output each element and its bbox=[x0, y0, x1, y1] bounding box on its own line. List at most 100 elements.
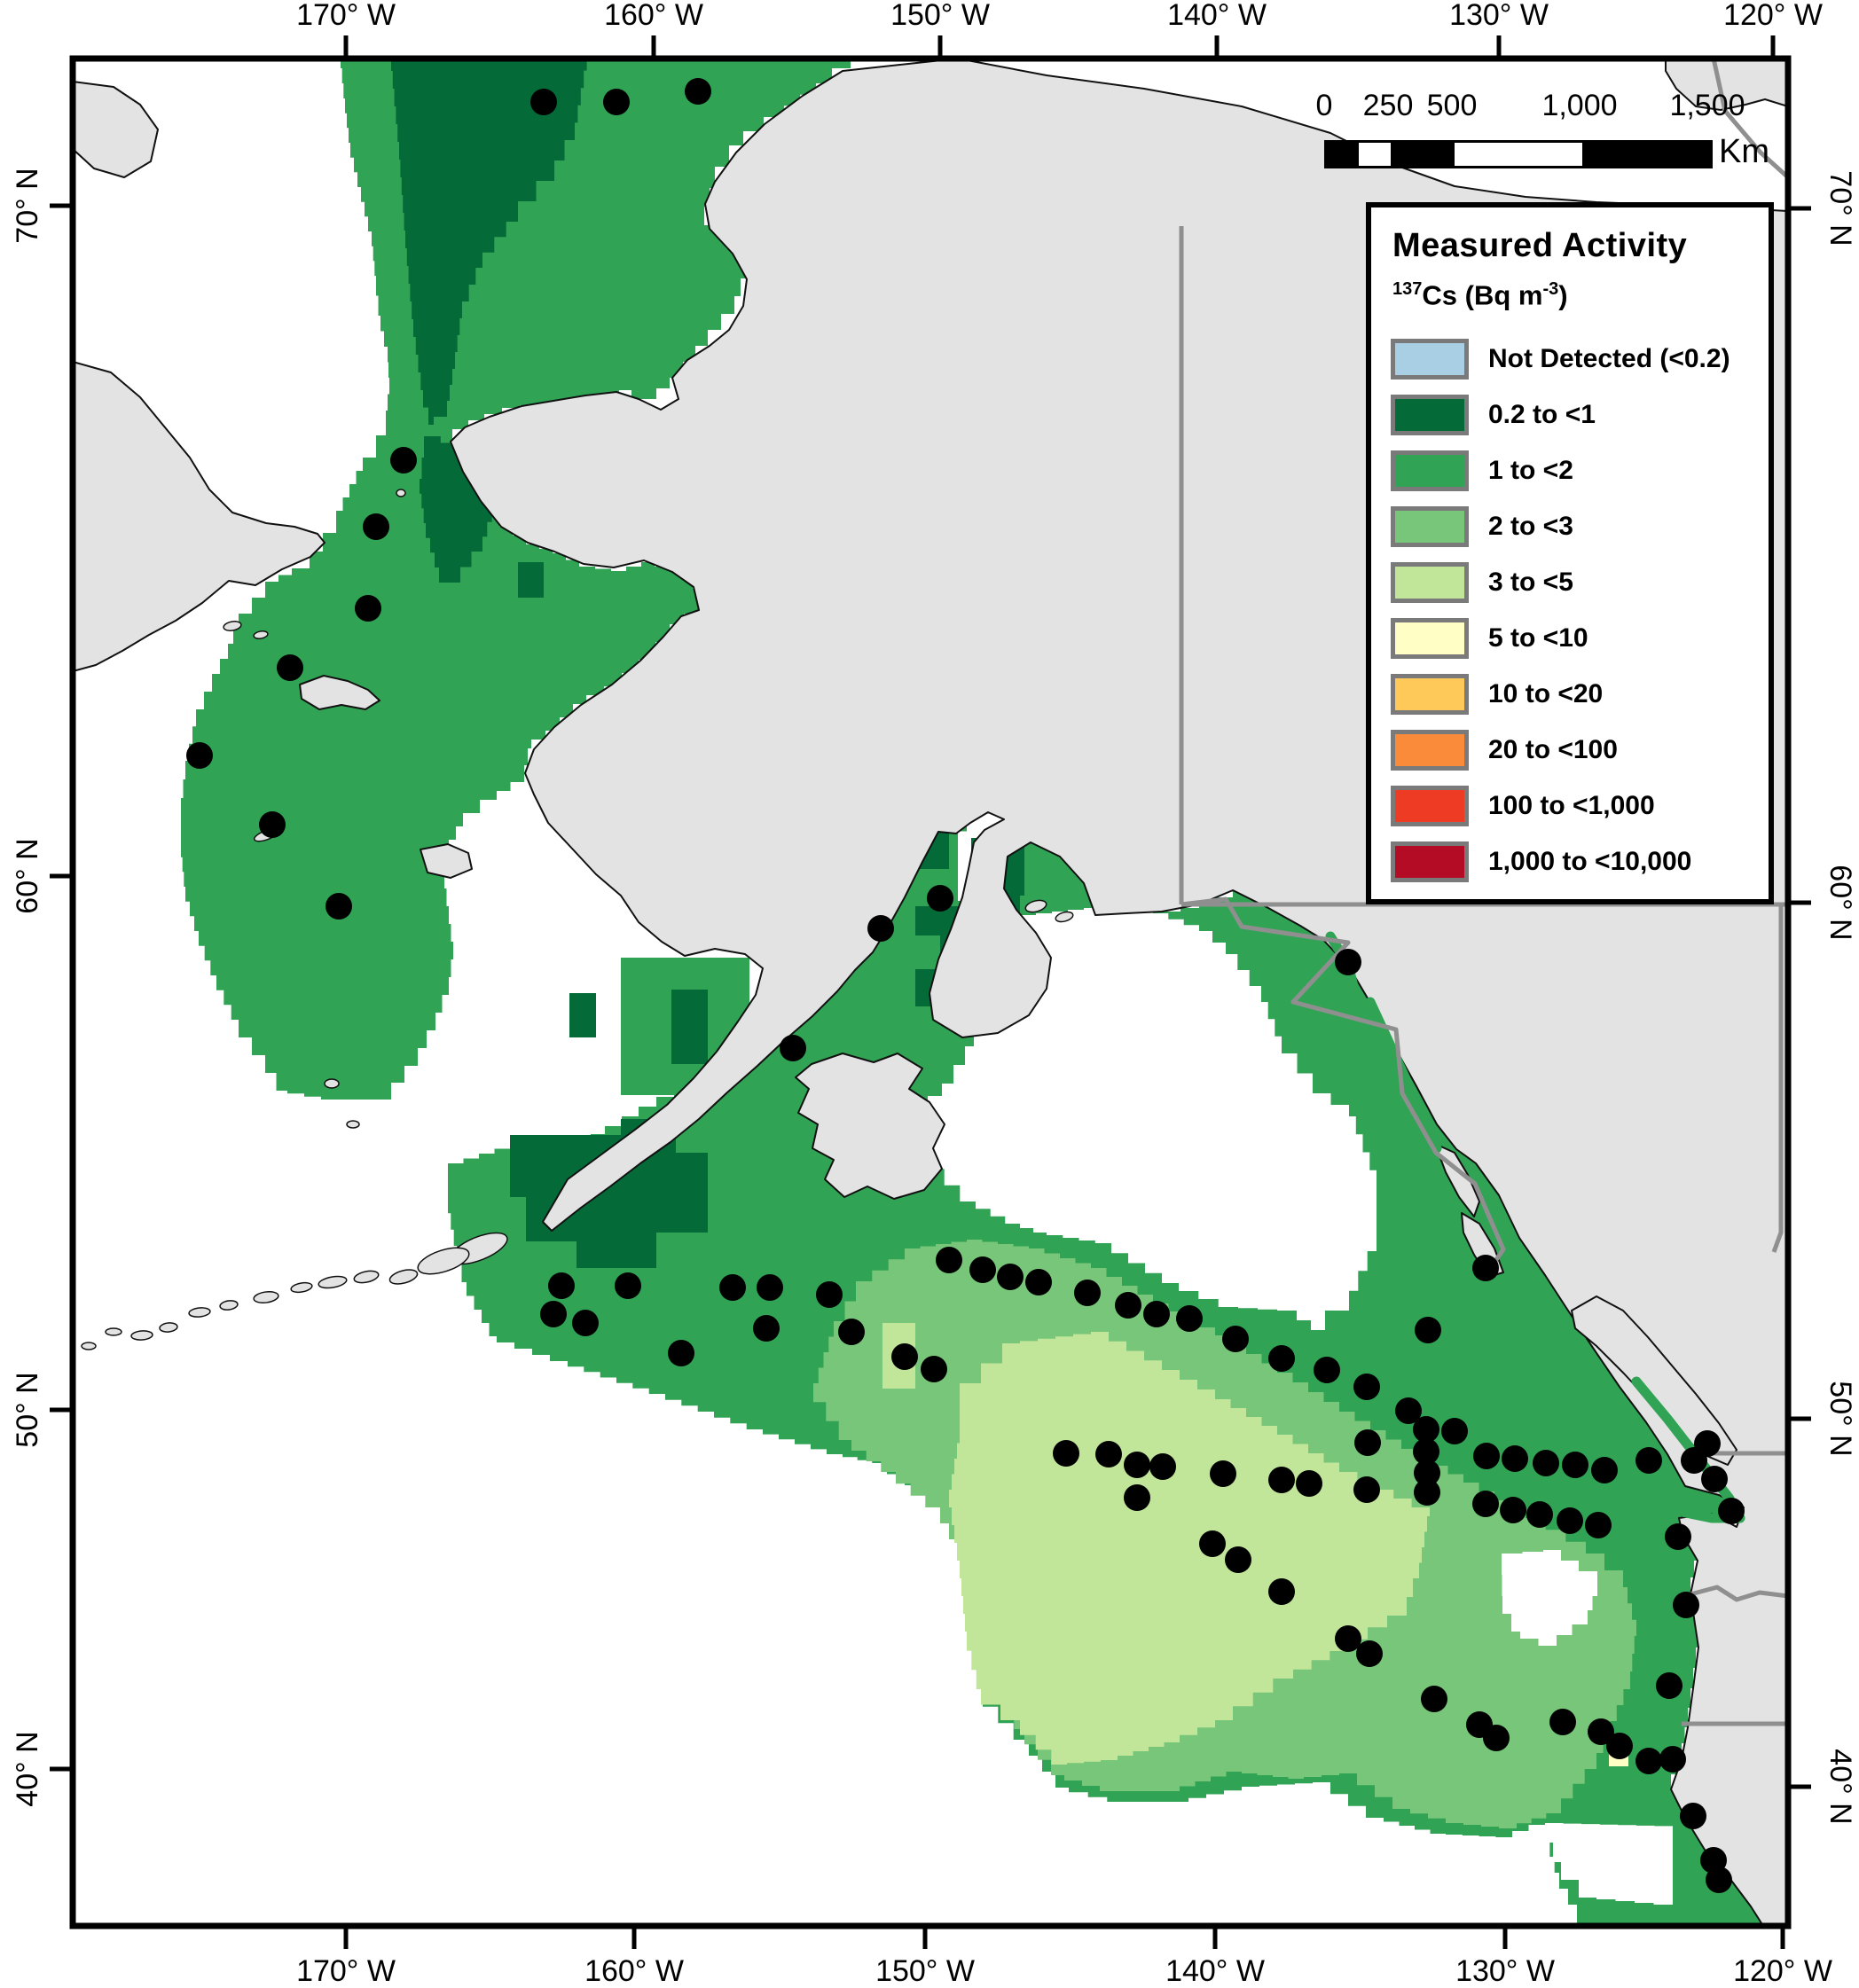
station-dot bbox=[540, 1301, 567, 1327]
activity-region-shelikof-dark-cell bbox=[671, 990, 708, 1064]
island bbox=[81, 1342, 97, 1350]
station-dot bbox=[1124, 1484, 1150, 1511]
legend-subtitle: 137Cs (Bq m-3) bbox=[1392, 279, 1769, 311]
legend-item: 1,000 to <10,000 bbox=[1371, 834, 1769, 889]
station-dot bbox=[1210, 1460, 1236, 1487]
island bbox=[396, 489, 406, 497]
legend-swatch bbox=[1391, 450, 1469, 491]
land-kodiak bbox=[795, 1053, 945, 1200]
station-dot bbox=[1656, 1672, 1683, 1699]
station-dot bbox=[685, 78, 711, 105]
legend-subtitle-end: ) bbox=[1558, 279, 1568, 311]
station-dot bbox=[1222, 1326, 1249, 1352]
island bbox=[219, 1300, 239, 1311]
station-dot bbox=[1591, 1457, 1618, 1483]
station-dot bbox=[1413, 1438, 1439, 1465]
station-dot bbox=[1706, 1867, 1732, 1893]
scale-bar-strip bbox=[1324, 140, 1713, 168]
station-dot bbox=[277, 654, 303, 681]
station-dot bbox=[1472, 1491, 1499, 1517]
axis-label-right: 70° N bbox=[1824, 170, 1857, 246]
land-st-lawrence bbox=[299, 675, 380, 710]
legend-item-label: 20 to <100 bbox=[1488, 734, 1618, 764]
activity-region-peninsula-dark-02to1 bbox=[510, 1119, 708, 1268]
axis-label-bottom: 120° W bbox=[1733, 1954, 1832, 1988]
island bbox=[417, 1247, 470, 1275]
station-dot bbox=[1115, 1292, 1141, 1319]
activity-region-no-data-hole-south bbox=[1545, 1823, 1673, 1905]
station-dot bbox=[1074, 1280, 1101, 1306]
legend-swatch bbox=[1391, 841, 1469, 882]
legend-isotope-superscript: 137 bbox=[1392, 279, 1423, 299]
legend-item: 5 to <10 bbox=[1371, 610, 1769, 666]
axis-label-right: 60° N bbox=[1824, 865, 1857, 940]
station-dot bbox=[1562, 1452, 1588, 1478]
axis-label-left: 60° N bbox=[11, 838, 44, 913]
station-dot bbox=[1025, 1269, 1052, 1295]
station-dot bbox=[1473, 1443, 1500, 1469]
station-dot bbox=[530, 89, 557, 115]
station-dot bbox=[1199, 1530, 1226, 1557]
island bbox=[253, 630, 269, 639]
station-dot bbox=[1701, 1466, 1728, 1492]
activity-region-no-data-hole-gulf bbox=[856, 906, 1377, 1330]
legend-swatch bbox=[1391, 394, 1469, 435]
axis-label-bottom: 130° W bbox=[1455, 1954, 1555, 1988]
station-dot bbox=[1635, 1748, 1662, 1774]
activity-region-kuskokwim-dark-cell bbox=[569, 993, 596, 1037]
activity-region-core-3to5 bbox=[949, 1332, 1430, 1765]
legend-item-label: 100 to <1,000 bbox=[1488, 790, 1655, 820]
legend-item-label: 2 to <3 bbox=[1488, 511, 1573, 541]
legend-swatch bbox=[1391, 729, 1469, 771]
activity-region-nome-dark-cell bbox=[518, 562, 544, 598]
legend-item-label: 10 to <20 bbox=[1488, 678, 1604, 708]
scale-bar-label: 0 bbox=[1315, 89, 1333, 122]
station-dot bbox=[1483, 1725, 1510, 1751]
axis-label-right: 40° N bbox=[1824, 1749, 1857, 1824]
island bbox=[318, 1275, 348, 1289]
land-chukotka bbox=[73, 361, 326, 672]
station-dot bbox=[1414, 1460, 1440, 1486]
axis-label-top: 120° W bbox=[1723, 0, 1823, 32]
scale-bar-segment bbox=[1327, 143, 1359, 166]
legend-item: 10 to <20 bbox=[1371, 666, 1769, 722]
station-dot bbox=[753, 1315, 780, 1342]
axis-label-top: 130° W bbox=[1449, 0, 1549, 32]
station-dot bbox=[1314, 1357, 1340, 1383]
station-dot bbox=[780, 1035, 806, 1061]
land-nunivak bbox=[420, 843, 473, 879]
activity-region-bering-chukchi-1to2 bbox=[181, 59, 851, 1100]
station-dot bbox=[1665, 1523, 1691, 1550]
map-frame bbox=[69, 55, 1792, 1929]
legend-item-label: 0.2 to <1 bbox=[1488, 399, 1596, 429]
island bbox=[253, 1290, 279, 1304]
legend-exponent-superscript: -3 bbox=[1542, 279, 1559, 299]
legend-swatch bbox=[1391, 673, 1469, 715]
station-dot bbox=[1421, 1686, 1447, 1712]
island bbox=[1055, 911, 1074, 923]
island bbox=[1024, 899, 1047, 913]
station-dot bbox=[1413, 1416, 1439, 1443]
station-dot bbox=[1268, 1345, 1295, 1372]
legend-swatch bbox=[1391, 338, 1469, 380]
legend-rows: Not Detected (<0.2) 0.2 to <1 1 to <2 2 to … bbox=[1371, 331, 1769, 889]
axis-label-bottom: 140° W bbox=[1165, 1954, 1265, 1988]
station-dot bbox=[1533, 1450, 1559, 1476]
legend-swatch bbox=[1391, 617, 1469, 659]
station-dot bbox=[1606, 1733, 1633, 1759]
station-dot bbox=[1353, 1476, 1380, 1503]
scale-bar-label: 250 bbox=[1362, 89, 1414, 122]
station-dot bbox=[997, 1264, 1024, 1290]
legend-item: 20 to <100 bbox=[1371, 722, 1769, 778]
station-dot bbox=[1680, 1803, 1706, 1829]
land-vancouver-island bbox=[1571, 1295, 1737, 1466]
legend-title: Measured Activity bbox=[1392, 227, 1688, 264]
station-dot bbox=[1225, 1546, 1251, 1573]
station-dots bbox=[186, 78, 1745, 1893]
island bbox=[353, 1270, 380, 1284]
station-dot bbox=[1053, 1440, 1079, 1467]
axis-label-bottom: 160° W bbox=[584, 1954, 684, 1988]
axis-label-top: 170° W bbox=[296, 0, 396, 32]
scale-bar-segment bbox=[1582, 143, 1710, 166]
